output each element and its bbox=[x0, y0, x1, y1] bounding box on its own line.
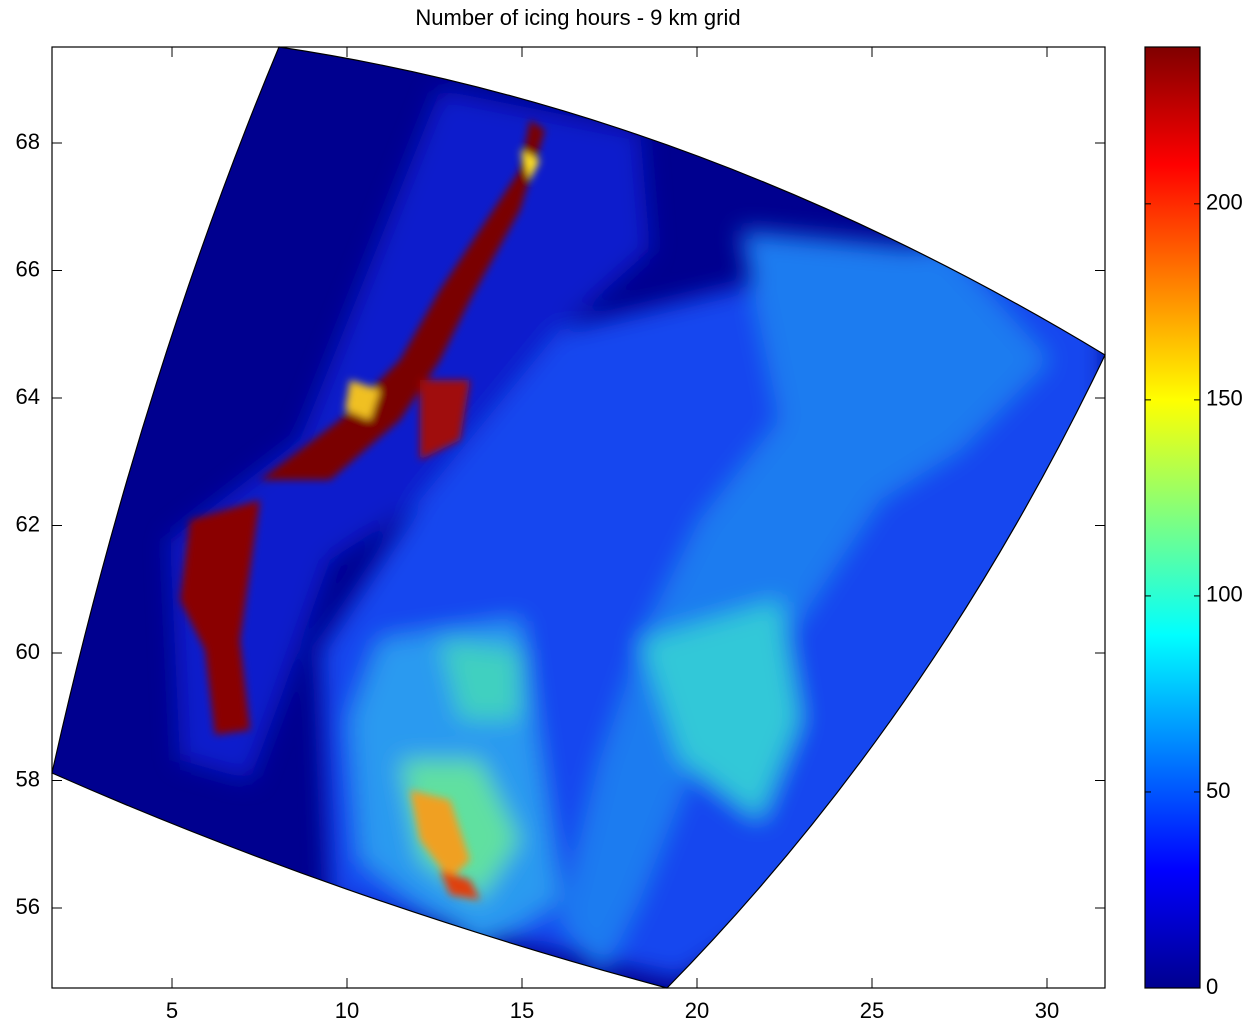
x-tick-label: 10 bbox=[335, 998, 359, 1023]
colorbar bbox=[1145, 47, 1200, 988]
colorbar-tick-label: 100 bbox=[1206, 582, 1243, 607]
x-tick-label: 25 bbox=[860, 998, 884, 1023]
x-tick-label: 5 bbox=[166, 998, 178, 1023]
colorbar-tick-label: 200 bbox=[1206, 190, 1243, 215]
colorbar-tick-label: 0 bbox=[1206, 974, 1218, 999]
y-tick-label: 66 bbox=[16, 256, 40, 281]
y-tick-label: 64 bbox=[16, 384, 40, 409]
y-tick-label: 68 bbox=[16, 129, 40, 154]
colorbar-tick-label: 150 bbox=[1206, 386, 1243, 411]
figure: Number of icing hours - 9 km grid 5 10 15 2… bbox=[0, 0, 1260, 1025]
chart-title: Number of icing hours - 9 km grid bbox=[415, 5, 740, 30]
colorbar-tick-label: 50 bbox=[1206, 778, 1230, 803]
contour-field bbox=[40, 40, 1120, 1000]
y-tick-label: 56 bbox=[16, 894, 40, 919]
x-tick-label: 30 bbox=[1035, 998, 1059, 1023]
y-tick-label: 58 bbox=[16, 766, 40, 791]
x-tick-label: 20 bbox=[685, 998, 709, 1023]
y-tick-label: 60 bbox=[16, 639, 40, 664]
x-tick-label: 15 bbox=[510, 998, 534, 1023]
y-tick-label: 62 bbox=[16, 511, 40, 536]
